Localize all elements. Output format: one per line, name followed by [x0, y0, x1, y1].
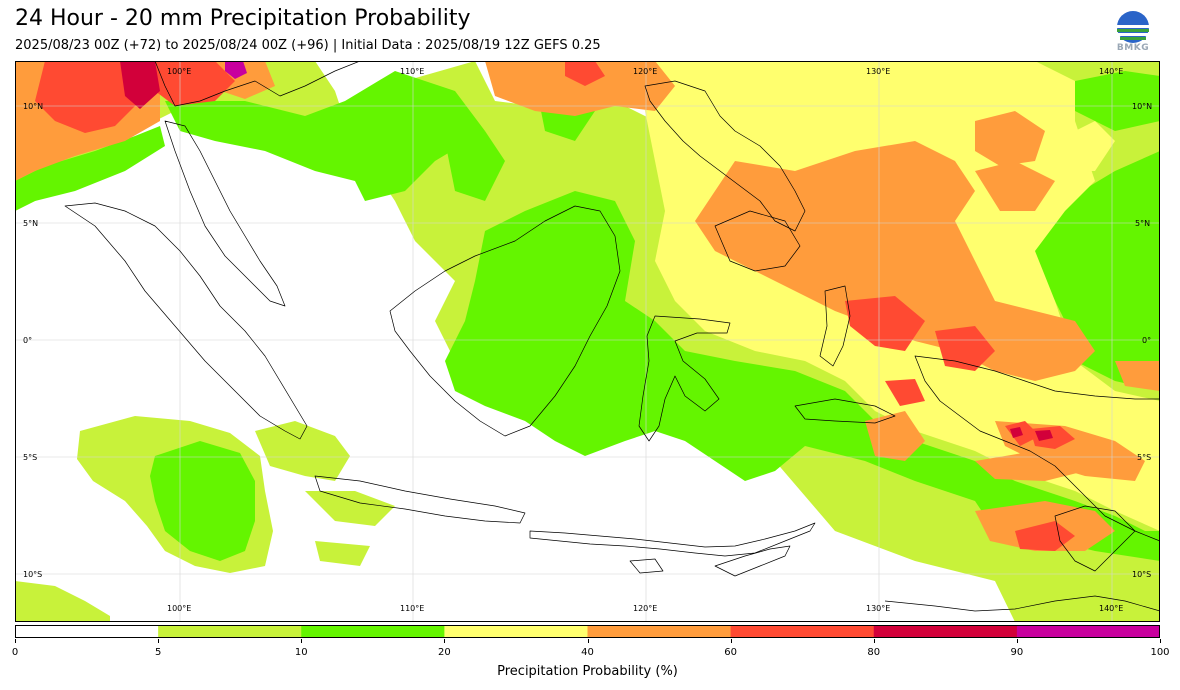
colorbar-band: [587, 625, 732, 638]
colorbar-band: [873, 625, 1018, 638]
lon-label-top: 110°E: [400, 67, 425, 76]
colorbar-tick-mark: [1016, 639, 1018, 643]
colorbar-label: Precipitation Probability (%): [497, 664, 678, 679]
colorbar: [15, 625, 1160, 638]
coast-maluku: [794, 398, 896, 424]
coast-borneo: [389, 205, 621, 437]
lon-label-top: 120°E: [633, 67, 658, 76]
lat-label-right: 10°S: [1132, 570, 1152, 579]
lat-label-right: 5°S: [1137, 453, 1152, 462]
coast-halmahera: [819, 285, 851, 367]
coastlines: [64, 61, 1160, 612]
coast-australia: [1054, 505, 1136, 572]
coast-malay-peninsula: [164, 120, 286, 307]
colorbar-tick-mark: [301, 639, 303, 643]
coast-northern-australia: [884, 595, 1160, 612]
colorbar-frame: [15, 625, 1160, 638]
lon-label-bottom: 120°E: [633, 604, 658, 613]
lon-label-top: 100°E: [167, 67, 192, 76]
colorbar-tick-label: 80: [867, 647, 881, 658]
colorbar-tick-label: 0: [11, 647, 19, 658]
prob-90-100-area: [225, 61, 247, 79]
colorbar-band: [158, 625, 302, 638]
colorbar-tick-mark: [873, 639, 875, 643]
bmkg-logo-icon: BMKG: [1113, 10, 1153, 56]
lat-label-left: 5°S: [23, 453, 38, 462]
colorbar-band: [1016, 625, 1160, 638]
colorbar-tick-label: 20: [438, 647, 451, 658]
colorbar-tick-label: 60: [724, 647, 737, 658]
logo-text: BMKG: [1116, 43, 1150, 53]
lat-label-right: 5°N: [1135, 219, 1151, 228]
coast-nusa-tenggara: [529, 522, 816, 557]
lat-label-right: 0°: [1142, 336, 1152, 345]
colorbar-bands: [15, 625, 1160, 638]
prob-80-90-area: [120, 61, 1053, 441]
colorbar-tick-label: 5: [154, 647, 162, 658]
lat-label-left: 0°: [23, 336, 33, 345]
colorbar-tick-label: 10: [294, 647, 308, 658]
lon-label-top: 130°E: [866, 67, 891, 76]
colorbar-tick-label: 100: [1150, 647, 1170, 658]
lon-label-bottom: 130°E: [866, 604, 891, 613]
coast-timor: [714, 545, 791, 577]
colorbar-tick-mark: [15, 639, 16, 643]
colorbar-tick-label: 40: [581, 647, 594, 658]
colorbar-tick-mark: [730, 639, 732, 643]
coast-mainland-asia: [154, 61, 361, 107]
coast-philippines: [644, 80, 806, 232]
coast-new-guinea: [914, 355, 1160, 542]
map-gridlines: [15, 61, 1160, 622]
map-canvas: [15, 61, 1160, 622]
lat-label-left: 5°N: [23, 219, 39, 228]
colorbar-tick-mark: [1160, 639, 1161, 643]
colorbar-band: [444, 625, 589, 638]
coast-java: [314, 475, 526, 524]
colorbar-tick-mark: [158, 639, 160, 643]
chart-title: 24 Hour - 20 mm Precipitation Probabilit…: [15, 6, 471, 31]
coast-sumatra: [64, 202, 308, 440]
chart-subtitle: 2025/08/23 00Z (+72) to 2025/08/24 00Z (…: [15, 38, 601, 53]
precipitation-map: [15, 61, 1160, 622]
lon-label-bottom: 140°E: [1099, 604, 1124, 613]
map-frame: [15, 61, 1160, 622]
lon-label-bottom: 100°E: [167, 604, 192, 613]
colorbar-band: [730, 625, 875, 638]
prob-60-80-area: [35, 61, 1075, 551]
colorbar-tick-label: 90: [1010, 647, 1024, 658]
lon-label-top: 140°E: [1099, 67, 1124, 76]
lat-label-left: 10°N: [23, 102, 44, 111]
colorbar-band: [301, 625, 445, 638]
coast-mindanao: [714, 210, 801, 272]
colorbar-tick-mark: [587, 639, 589, 643]
lat-label-left: 10°S: [23, 570, 43, 579]
lon-label-bottom: 110°E: [400, 604, 425, 613]
coast-sumba: [629, 558, 664, 574]
colorbar-band: [15, 625, 159, 638]
colorbar-tick-mark: [444, 639, 446, 643]
lat-label-right: 10°N: [1132, 102, 1153, 111]
coast-sulawesi: [638, 315, 731, 442]
